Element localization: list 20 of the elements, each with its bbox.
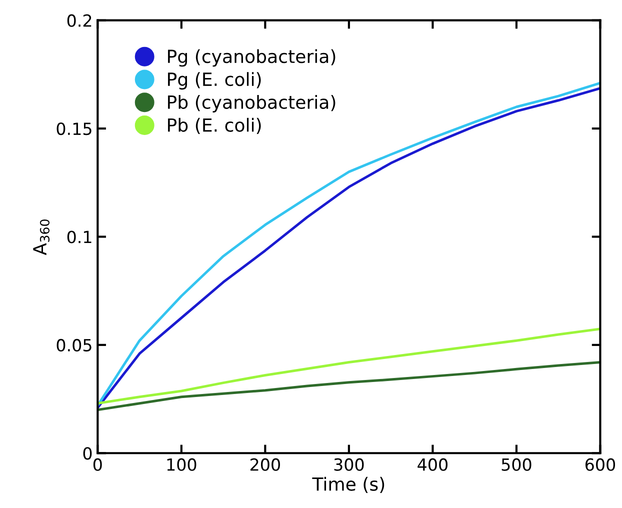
line-series (98, 328, 600, 405)
x-tick-label: 100 (167, 458, 196, 471)
y-tick-label: 0.2 (67, 14, 92, 27)
line-series (98, 360, 600, 412)
x-tick-label: 300 (334, 458, 364, 471)
x-axis-title: Time (s) (312, 476, 384, 494)
legend-label: Pg (cyanobacteria) (168, 49, 336, 67)
x-tick-label: 0 (93, 458, 102, 471)
legend-label: Pb (E. coli) (168, 118, 261, 134)
legend-label: Pb (cyanobacteria) (168, 94, 336, 112)
y-tick-label: 0 (83, 447, 92, 460)
y-axis-title: A$_{360}$ (33, 220, 50, 256)
y-tick-label: 0.05 (56, 338, 92, 352)
y-tick-label: 0.1 (67, 230, 92, 244)
legend-label: Pg (E. coli) (168, 72, 261, 90)
x-tick-label: 400 (418, 458, 448, 471)
x-tick-label: 500 (502, 458, 532, 471)
x-tick-label: 600 (585, 458, 616, 471)
y-tick-label: 0.15 (56, 122, 92, 136)
x-tick-label: 200 (250, 458, 280, 471)
